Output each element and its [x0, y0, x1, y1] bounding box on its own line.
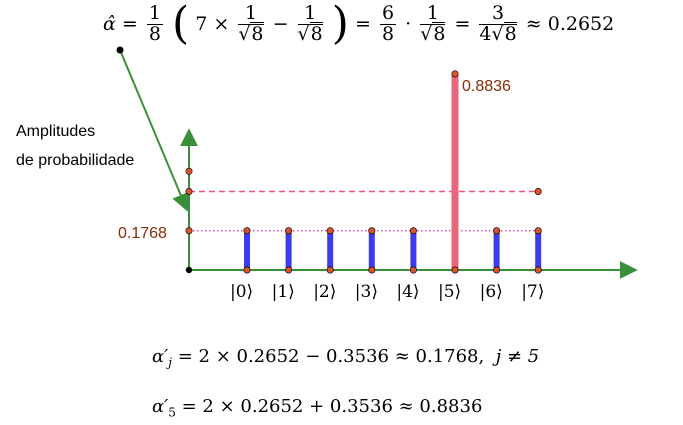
value-label-high: 0.8836 [462, 78, 511, 95]
bar-top-point-5 [451, 70, 459, 78]
ket-label-4: |4⟩ [396, 282, 420, 302]
y-axis-point-low [185, 227, 193, 235]
ket-label-6: |6⟩ [479, 282, 503, 302]
bar-base-point-1 [285, 266, 293, 274]
pointer-arrow [119, 49, 190, 212]
mean-line-end-point [534, 188, 542, 196]
bar-top-point-4 [409, 227, 417, 235]
bar-base-point-0 [243, 266, 251, 274]
formula-5: α′5 = 2 × 0.2652 + 0.3536 ≈ 0.8836 [152, 396, 483, 420]
ket-label-0: |0⟩ [230, 282, 254, 302]
bar-top-point-0 [243, 227, 251, 235]
ket-label-2: |2⟩ [313, 282, 337, 302]
value-label-low: 0.1768 [118, 225, 167, 242]
bar-base-point-4 [409, 266, 417, 274]
ket-label-5: |5⟩ [438, 282, 462, 302]
y-axis-label-line1: Amplitudes [16, 123, 96, 140]
bar-base-point-5 [451, 266, 459, 274]
bar-top-point-1 [285, 227, 293, 235]
bar-top-point-2 [326, 227, 334, 235]
bar-base-point-6 [493, 266, 501, 274]
y-axis-label-line2: de probabilidade [16, 152, 135, 169]
ket-label-3: |3⟩ [354, 282, 378, 302]
ket-label-7: |7⟩ [521, 282, 545, 302]
y-axis-point-mean [185, 188, 193, 196]
origin-point [185, 266, 193, 274]
bar-base-point-3 [368, 266, 376, 274]
bar-base-point-2 [326, 266, 334, 274]
pointer-origin-point [116, 46, 124, 54]
ket-label-1: |1⟩ [271, 282, 295, 302]
bar-base-point-7 [534, 266, 542, 274]
bar-top-point-6 [493, 227, 501, 235]
bar-top-point-7 [534, 227, 542, 235]
formula-j: α′j = 2 × 0.2652 − 0.3536 ≈ 0.1768, j ≠ … [152, 346, 540, 370]
bar-top-point-3 [368, 227, 376, 235]
y-axis-point-top [185, 167, 193, 175]
